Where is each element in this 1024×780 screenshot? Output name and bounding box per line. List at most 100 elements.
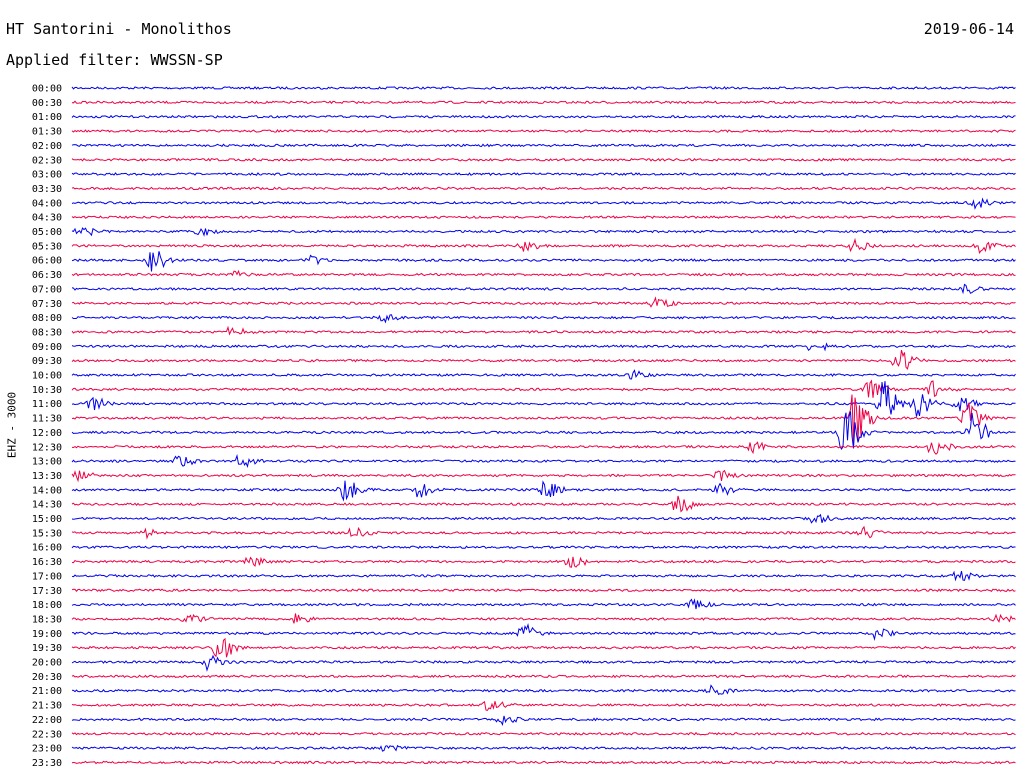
trace-row-14:00 (71, 480, 1016, 502)
trace-row-08:30 (71, 325, 1016, 336)
trace-row-01:00 (71, 114, 1016, 119)
row-time-label: 15:30 (32, 528, 62, 539)
trace-row-13:30 (71, 469, 1016, 483)
row-time-label: 02:00 (32, 141, 62, 152)
trace-row-10:00 (71, 369, 1016, 380)
row-time-label: 23:30 (32, 758, 62, 769)
row-time-label: 05:00 (32, 227, 62, 238)
trace-row-12:00 (71, 411, 1016, 450)
row-time-label: 10:30 (32, 385, 62, 396)
row-time-label: 23:00 (32, 744, 62, 755)
trace-row-09:00 (71, 342, 1016, 352)
row-time-label: 13:30 (32, 471, 62, 482)
row-time-label: 09:30 (32, 356, 62, 367)
trace-row-04:00 (71, 197, 1016, 210)
trace-row-23:30 (71, 760, 1016, 765)
trace-row-18:00 (71, 598, 1016, 610)
trace-row-03:00 (71, 172, 1016, 177)
trace-row-14:30 (71, 495, 1016, 513)
trace-row-11:30 (71, 394, 1016, 445)
row-time-label: 20:30 (32, 672, 62, 683)
trace-row-19:00 (72, 623, 1016, 641)
row-time-label: 05:30 (32, 241, 62, 252)
trace-row-05:30 (71, 237, 1016, 254)
trace-row-00:30 (71, 100, 1016, 105)
row-time-label: 01:00 (32, 112, 62, 123)
trace-row-22:00 (71, 715, 1016, 726)
trace-row-06:30 (71, 269, 1016, 277)
row-time-label: 07:30 (32, 299, 62, 310)
trace-row-17:30 (71, 588, 1016, 593)
trace-row-18:30 (71, 613, 1016, 624)
row-time-label: 14:00 (32, 485, 62, 496)
row-time-label: 04:30 (32, 213, 62, 224)
row-time-label: 12:30 (32, 442, 62, 453)
row-time-label: 22:30 (32, 729, 62, 740)
trace-row-09:30 (71, 349, 1016, 370)
filter-label: Applied filter: WWSSN-SP (6, 51, 223, 69)
trace-row-06:00 (71, 251, 1016, 272)
trace-row-08:00 (71, 314, 1016, 324)
trace-row-02:30 (71, 157, 1016, 162)
trace-row-19:30 (71, 637, 1016, 658)
trace-row-13:00 (71, 453, 1016, 469)
row-time-label: 03:30 (32, 184, 62, 195)
row-time-label: 12:00 (32, 428, 62, 439)
row-time-label: 21:30 (32, 701, 62, 712)
trace-row-10:30 (71, 379, 1016, 398)
trace-row-02:00 (71, 143, 1016, 148)
row-time-label: 16:30 (32, 557, 62, 568)
row-time-label: 18:30 (32, 614, 62, 625)
trace-row-15:00 (71, 513, 1016, 524)
trace-row-11:00 (71, 381, 1016, 417)
row-time-label: 00:30 (32, 98, 62, 109)
trace-row-04:30 (71, 215, 1016, 219)
trace-row-20:30 (71, 674, 1016, 679)
row-time-label: 16:00 (32, 543, 62, 554)
row-time-label: 11:00 (32, 399, 62, 410)
row-time-label: 17:00 (32, 571, 62, 582)
row-time-label: 15:00 (32, 514, 62, 525)
trace-row-12:30 (71, 441, 1016, 455)
recording-date: 2019-06-14 (923, 20, 1014, 38)
trace-row-07:00 (71, 283, 1016, 295)
row-time-label: 03:00 (32, 170, 62, 181)
row-time-label: 13:00 (32, 457, 62, 468)
row-time-label: 06:30 (32, 270, 62, 281)
trace-row-20:00 (71, 654, 1016, 672)
trace-row-23:00 (71, 744, 1016, 752)
row-time-label: 18:00 (32, 600, 62, 611)
trace-row-16:30 (71, 556, 1016, 568)
row-time-label: 20:00 (32, 658, 62, 669)
trace-row-00:00 (71, 86, 1016, 90)
row-time-label: 17:30 (32, 586, 62, 597)
trace-row-21:00 (71, 684, 1016, 695)
row-time-label: 22:00 (32, 715, 62, 726)
row-time-label: 21:00 (32, 686, 62, 697)
row-time-label: 14:30 (32, 500, 62, 511)
row-time-label: 06:00 (32, 256, 62, 267)
row-time-label: 19:00 (32, 629, 62, 640)
row-time-label: 08:30 (32, 327, 62, 338)
row-time-label: 01:30 (32, 127, 62, 138)
row-time-label: 11:30 (32, 414, 62, 425)
row-time-label: 07:00 (32, 284, 62, 295)
row-time-label: 09:00 (32, 342, 62, 353)
station-title: HT Santorini - Monolithos (6, 20, 232, 38)
row-time-label: 19:30 (32, 643, 62, 654)
row-time-label: 10:00 (32, 371, 62, 382)
trace-row-21:30 (71, 700, 1016, 711)
row-time-label: 04:00 (32, 198, 62, 209)
trace-row-17:00 (71, 570, 1016, 582)
trace-row-16:00 (71, 545, 1016, 550)
row-time-label: 08:00 (32, 313, 62, 324)
trace-row-05:00 (71, 227, 1016, 237)
trace-row-01:30 (71, 129, 1016, 133)
trace-row-15:30 (71, 525, 1016, 540)
trace-row-03:30 (71, 186, 1016, 191)
row-time-label: 00:00 (32, 84, 62, 95)
trace-row-22:30 (71, 731, 1016, 736)
trace-row-07:30 (71, 296, 1016, 308)
row-time-label: 02:30 (32, 155, 62, 166)
